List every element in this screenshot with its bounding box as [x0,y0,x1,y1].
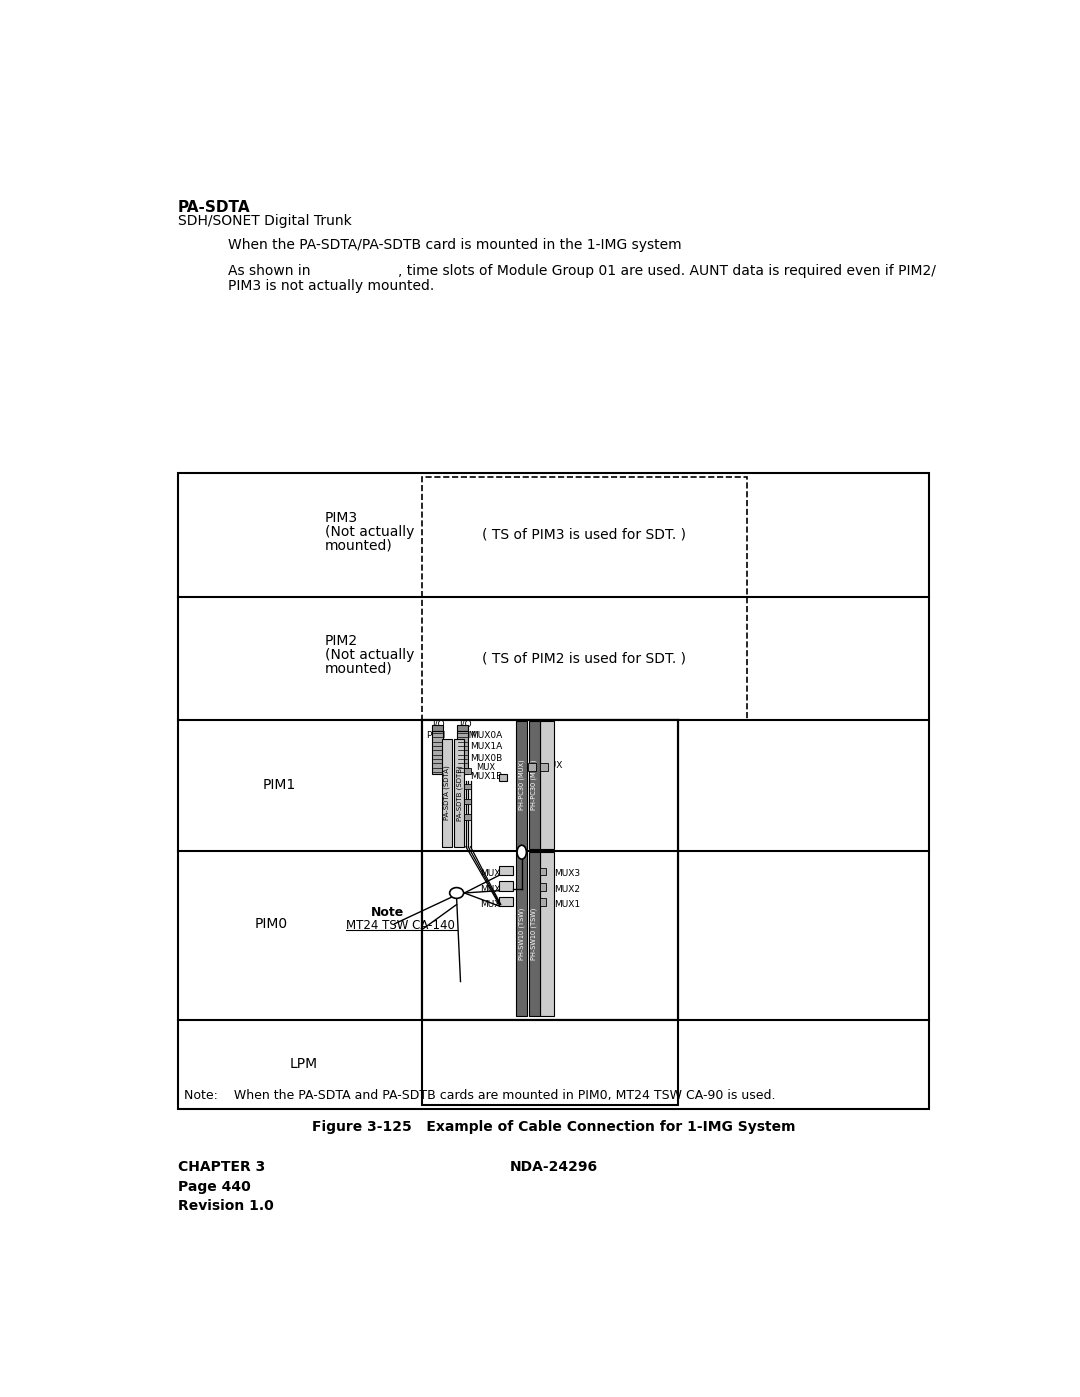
Text: MUX2: MUX2 [480,884,505,894]
Bar [464,784,471,789]
Text: PA-SDTB (SDTB): PA-SDTB (SDTB) [456,766,462,821]
Bar [422,719,677,1020]
Text: MUX0B: MUX0B [470,754,502,763]
Bar [499,866,513,876]
Bar [422,1020,677,1105]
Text: (Not actually: (Not actually [325,648,415,662]
Text: MUX1: MUX1 [480,900,507,909]
Text: Note:    When the PA-SDTA and PA-SDTB cards are mounted in PIM0, MT24 TSW CA-90 : Note: When the PA-SDTA and PA-SDTB cards… [184,1090,775,1102]
Text: MUX0A: MUX0A [470,731,502,739]
Text: PIM2: PIM2 [325,634,357,648]
Text: PH-SW10 (TSW): PH-SW10 (TSW) [518,908,525,960]
Bar [432,725,443,731]
Bar [458,725,469,731]
Text: ( TS of PIM3 is used for SDT. ): ( TS of PIM3 is used for SDT. ) [483,528,687,542]
Bar [422,478,747,719]
Bar [432,731,443,774]
Bar [464,799,471,805]
Bar [540,898,545,907]
Text: PH-SW10 (TSW): PH-SW10 (TSW) [531,908,538,960]
Text: When the PA-SDTA/PA-SDTB card is mounted in the 1-IMG system: When the PA-SDTA/PA-SDTB card is mounted… [228,239,681,253]
Text: CHAPTER 3
Page 440
Revision 1.0: CHAPTER 3 Page 440 Revision 1.0 [177,1160,273,1213]
Bar [422,719,677,1020]
Text: MUX: MUX [529,761,550,770]
Text: MUX3: MUX3 [554,869,580,879]
Text: MUX1B: MUX1B [470,773,502,781]
Text: PIM1: PIM1 [262,778,296,792]
Bar [455,739,464,847]
Text: LPM: LPM [291,1058,319,1071]
Bar [442,739,451,847]
Bar [499,897,513,907]
Bar [464,814,471,820]
Text: MUX3: MUX3 [480,869,507,879]
Bar [516,852,527,1016]
Bar [499,882,513,891]
Bar [458,731,469,774]
Text: PIM3: PIM3 [325,511,357,525]
Bar [464,768,471,774]
Text: PIM0: PIM0 [255,916,288,930]
Text: MUX2: MUX2 [554,884,580,894]
Text: MUX1A: MUX1A [470,742,502,752]
Text: As shown in                    , time slots of Module Group 01 are used. AUNT da: As shown in , time slots of Module Group… [228,264,936,278]
Bar [540,868,545,876]
Ellipse shape [517,845,526,859]
Text: MUX: MUX [542,761,563,770]
Bar [177,474,930,1109]
Bar [516,721,527,849]
Text: PCM: PCM [427,731,446,740]
Text: I/O: I/O [459,719,472,729]
Bar [529,721,540,849]
Bar [540,763,548,771]
Bar [528,763,536,771]
Text: MUX: MUX [476,763,495,773]
Bar [529,852,540,1016]
Bar [540,852,554,1016]
Text: mounted): mounted) [325,539,393,553]
Text: PH-PC30 (MUX): PH-PC30 (MUX) [518,760,525,810]
Text: MT24 TSW CA-140: MT24 TSW CA-140 [346,919,455,932]
Bar [499,774,507,781]
Text: I/O: I/O [432,719,445,729]
Ellipse shape [449,887,463,898]
Text: PA-SDTA (SDTA): PA-SDTA (SDTA) [444,766,450,820]
Text: PH-PC30 (MUX): PH-PC30 (MUX) [531,760,538,810]
Text: Figure 3-125   Example of Cable Connection for 1-IMG System: Figure 3-125 Example of Cable Connection… [312,1120,795,1134]
Text: SDH/SONET Digital Trunk: SDH/SONET Digital Trunk [177,214,351,228]
Text: NDA-24296: NDA-24296 [510,1160,597,1173]
Text: PIM3 is not actually mounted.: PIM3 is not actually mounted. [228,279,434,293]
Text: mounted): mounted) [325,662,393,676]
Text: (Not actually: (Not actually [325,525,415,539]
Text: MUX1: MUX1 [554,900,580,909]
Bar [540,721,554,849]
Bar [540,883,545,891]
Text: ( TS of PIM2 is used for SDT. ): ( TS of PIM2 is used for SDT. ) [483,651,687,665]
Text: PA-SDTA: PA-SDTA [177,200,251,215]
Text: Note: Note [372,905,405,919]
Text: PCM: PCM [458,731,476,740]
